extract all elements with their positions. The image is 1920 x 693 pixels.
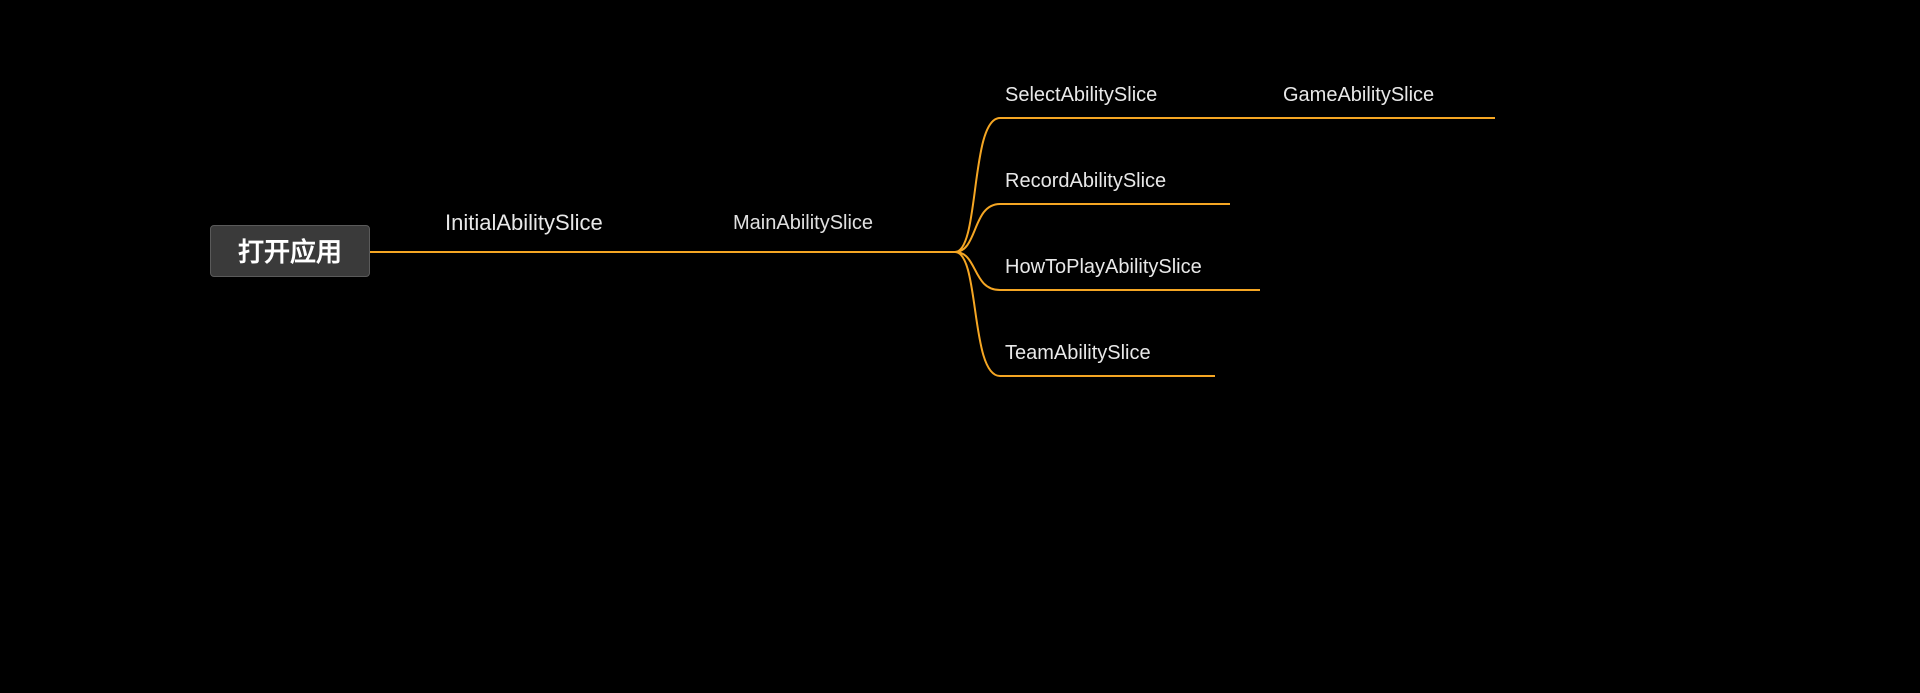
edge-main-howtoplay — [955, 252, 1000, 290]
node-initial[interactable]: InitialAbilitySlice — [445, 210, 603, 236]
mindmap-canvas: 打开应用 InitialAbilitySlice MainAbilitySlice… — [0, 0, 1920, 693]
edge-main-team — [955, 252, 1000, 376]
root-node[interactable]: 打开应用 — [210, 225, 370, 277]
root-node-label: 打开应用 — [238, 237, 342, 267]
node-howtoplay[interactable]: HowToPlayAbilitySlice — [1005, 256, 1202, 279]
edge-main-record — [955, 204, 1000, 252]
node-team[interactable]: TeamAbilitySlice — [1005, 342, 1151, 365]
node-game[interactable]: GameAbilitySlice — [1283, 84, 1434, 107]
edge-main-select — [955, 118, 1000, 252]
edges-layer — [0, 0, 1920, 693]
node-record[interactable]: RecordAbilitySlice — [1005, 170, 1166, 193]
node-main[interactable]: MainAbilitySlice — [733, 212, 873, 235]
node-select[interactable]: SelectAbilitySlice — [1005, 84, 1157, 107]
